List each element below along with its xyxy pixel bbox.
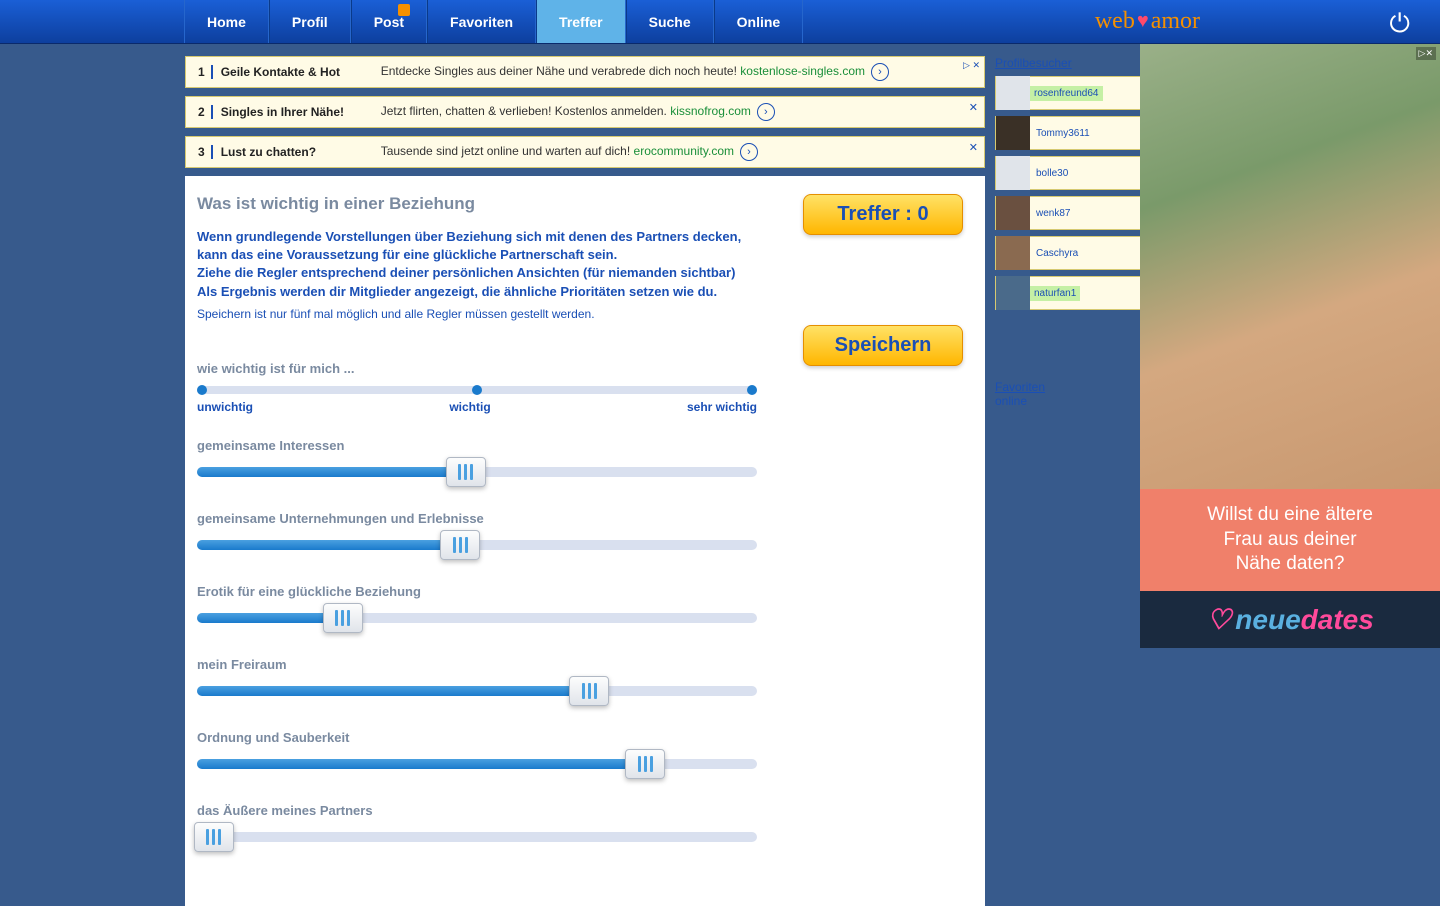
adchoices-icon[interactable]: ▷✕	[1416, 47, 1436, 60]
text-ad[interactable]: 2 Singles in Ihrer Nähe!Jetzt flirten, ch…	[185, 96, 985, 128]
slider-label: Ordnung und Sauberkeit	[197, 730, 757, 745]
save-note: Speichern ist nur fünf mal möglich und a…	[197, 307, 803, 321]
ad-link[interactable]: kissnofrog.com	[670, 104, 751, 118]
favoriten-online: online	[995, 394, 1027, 408]
ad-logo: ♡neuedates	[1140, 591, 1440, 648]
slider-label: mein Freiraum	[197, 657, 757, 672]
avatar	[996, 236, 1030, 270]
avatar	[996, 116, 1030, 150]
panel-heading: Was ist wichtig in einer Beziehung	[197, 194, 803, 214]
brand-left: web	[1095, 8, 1135, 35]
post-badge-icon	[398, 4, 410, 16]
slider-handle[interactable]	[446, 457, 486, 487]
sidebar-ad[interactable]: ▷✕ Willst du eine ältere Frau aus deiner…	[1140, 44, 1440, 648]
avatar	[996, 196, 1030, 230]
text-ad[interactable]: 1 Geile Kontakte & HotEntdecke Singles au…	[185, 56, 985, 88]
legend-track	[197, 386, 757, 394]
slider-label: gemeinsame Interessen	[197, 438, 757, 453]
slider-handle[interactable]	[440, 530, 480, 560]
ad-caption: Willst du eine ältere Frau aus deiner Nä…	[1140, 489, 1440, 591]
nav-item-treffer[interactable]: Treffer	[536, 0, 626, 43]
ad-text: Jetzt flirten, chatten & verlieben! Kost…	[381, 103, 972, 121]
slider-label: gemeinsame Unternehmungen und Erlebnisse	[197, 511, 757, 526]
ad-text: Tausende sind jetzt online und warten au…	[381, 143, 972, 161]
ad-link[interactable]: erocommunity.com	[634, 144, 734, 158]
ad-number: 2	[198, 105, 213, 119]
slider-track[interactable]	[197, 686, 757, 696]
visitor-name: Tommy3611	[1030, 128, 1090, 139]
power-icon[interactable]: ⏻	[1389, 8, 1410, 40]
avatar	[996, 276, 1030, 310]
ad-text: Entdecke Singles aus deiner Nähe und ver…	[381, 63, 972, 81]
main-nav: HomeProfilPostFavoritenTrefferSucheOnlin…	[184, 0, 803, 43]
close-icon[interactable]: ✕	[969, 101, 978, 114]
legend-label-min: unwichtig	[197, 400, 253, 414]
slider-track[interactable]	[197, 832, 757, 842]
content-panel: Was ist wichtig in einer Beziehung Wenn …	[185, 176, 985, 906]
avatar	[996, 76, 1030, 110]
heart-icon: ♡	[1206, 604, 1231, 635]
close-icon[interactable]: ✕	[969, 141, 978, 154]
slider-label: Erotik für eine glückliche Beziehung	[197, 584, 757, 599]
ad-number: 3	[198, 145, 213, 159]
treffer-counter: Treffer : 0	[803, 194, 963, 235]
heart-icon: ♥	[1137, 10, 1149, 33]
slider-handle[interactable]	[323, 603, 363, 633]
ad-number: 1	[198, 65, 213, 79]
slider-item: mein Freiraum	[197, 657, 757, 696]
nav-item-profil[interactable]: Profil	[269, 0, 351, 43]
arrow-right-icon[interactable]: ›	[871, 63, 889, 81]
ad-title: Singles in Ihrer Nähe!	[221, 105, 381, 119]
slider-track[interactable]	[197, 759, 757, 769]
slider-item: Ordnung und Sauberkeit	[197, 730, 757, 769]
nav-item-online[interactable]: Online	[714, 0, 804, 43]
ad-link[interactable]: kostenlose-singles.com	[740, 64, 865, 78]
legend-heading: wie wichtig ist für mich ...	[197, 361, 757, 376]
slider-track[interactable]	[197, 613, 757, 623]
nav-item-suche[interactable]: Suche	[626, 0, 714, 43]
avatar	[996, 156, 1030, 190]
slider-item: das Äußere meines Partners	[197, 803, 757, 842]
slider-handle[interactable]	[569, 676, 609, 706]
legend-label-mid: wichtig	[449, 400, 490, 414]
intro-text: Wenn grundlegende Vorstellungen über Bez…	[197, 228, 757, 301]
legend: wie wichtig ist für mich ... unwichtig w…	[197, 361, 757, 414]
top-navbar: HomeProfilPostFavoritenTrefferSucheOnlin…	[0, 0, 1440, 44]
visitor-name: naturfan1	[1030, 286, 1080, 301]
adchoices-icon[interactable]: ▷ ✕	[963, 60, 980, 71]
ad-title: Geile Kontakte & Hot	[221, 65, 381, 79]
visitor-name: rosenfreund64	[1030, 86, 1103, 101]
brand-logo[interactable]: web ♥ amor	[1095, 0, 1200, 43]
slider-handle[interactable]	[194, 822, 234, 852]
slider-item: Erotik für eine glückliche Beziehung	[197, 584, 757, 623]
visitor-name: wenk87	[1030, 208, 1070, 219]
ad-title: Lust zu chatten?	[221, 145, 381, 159]
slider-label: das Äußere meines Partners	[197, 803, 757, 818]
brand-right: amor	[1151, 8, 1200, 35]
ad-image: ▷✕	[1140, 44, 1440, 489]
visitor-name: Caschyra	[1030, 248, 1078, 259]
nav-item-post[interactable]: Post	[351, 0, 427, 43]
slider-track[interactable]	[197, 467, 757, 477]
slider-item: gemeinsame Interessen	[197, 438, 757, 477]
slider-item: gemeinsame Unternehmungen und Erlebnisse	[197, 511, 757, 550]
nav-item-home[interactable]: Home	[184, 0, 269, 43]
slider-handle[interactable]	[625, 749, 665, 779]
arrow-right-icon[interactable]: ›	[757, 103, 775, 121]
text-ad[interactable]: 3 Lust zu chatten?Tausende sind jetzt onl…	[185, 136, 985, 168]
nav-item-favoriten[interactable]: Favoriten	[427, 0, 536, 43]
slider-track[interactable]	[197, 540, 757, 550]
legend-label-max: sehr wichtig	[687, 400, 757, 414]
visitor-name: bolle30	[1030, 168, 1068, 179]
arrow-right-icon[interactable]: ›	[740, 143, 758, 161]
save-button[interactable]: Speichern	[803, 325, 963, 366]
